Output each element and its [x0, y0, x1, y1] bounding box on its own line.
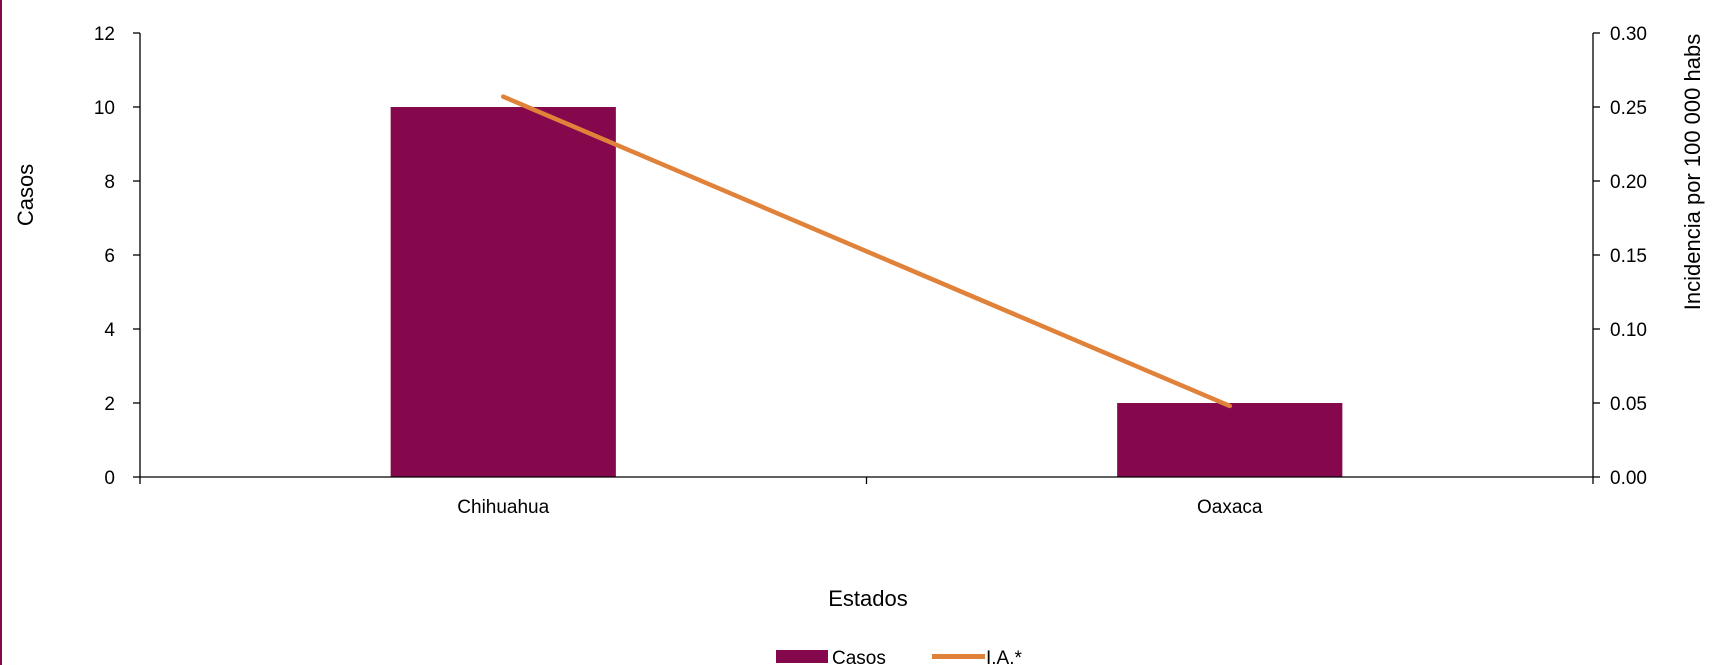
y-axis-title: Casos: [13, 164, 38, 226]
y2-tick-label: 0.00: [1610, 468, 1647, 489]
legend-label-casos: Casos: [832, 648, 886, 665]
y-tick-label: 12: [94, 24, 115, 45]
x-tick-label-oaxaca: Oaxaca: [1197, 497, 1263, 518]
y2-axis-title: Incidencia por 100 000 habs: [1680, 34, 1705, 310]
x-axis-title: Estados: [828, 586, 908, 611]
y-tick-label: 8: [104, 172, 115, 193]
y2-tick-label: 0.30: [1610, 24, 1647, 45]
y2-tick-label: 0.10: [1610, 320, 1647, 341]
y-tick-label: 4: [104, 320, 115, 341]
bar-chihuahua: [390, 107, 616, 477]
bar-oaxaca: [1117, 403, 1343, 477]
legend: Casos I.A.*: [776, 648, 1023, 665]
y2-tick-label: 0.15: [1610, 246, 1647, 267]
y2-tick-label: 0.25: [1610, 98, 1647, 119]
x-tick-label-chihuahua: Chihuahua: [457, 497, 549, 518]
legend-swatch-casos: [776, 650, 828, 663]
y2-tick-label: 0.05: [1610, 394, 1647, 415]
left-border-accent: [0, 0, 2, 665]
series-line-ia: [501, 94, 1232, 409]
y-tick-label: 0: [104, 468, 115, 489]
y-tick-label: 10: [94, 98, 115, 119]
y2-tick-label: 0.20: [1610, 172, 1647, 193]
y-tick-label: 6: [104, 246, 115, 267]
y-tick-label: 2: [104, 394, 115, 415]
legend-label-ia: I.A.*: [986, 648, 1023, 665]
